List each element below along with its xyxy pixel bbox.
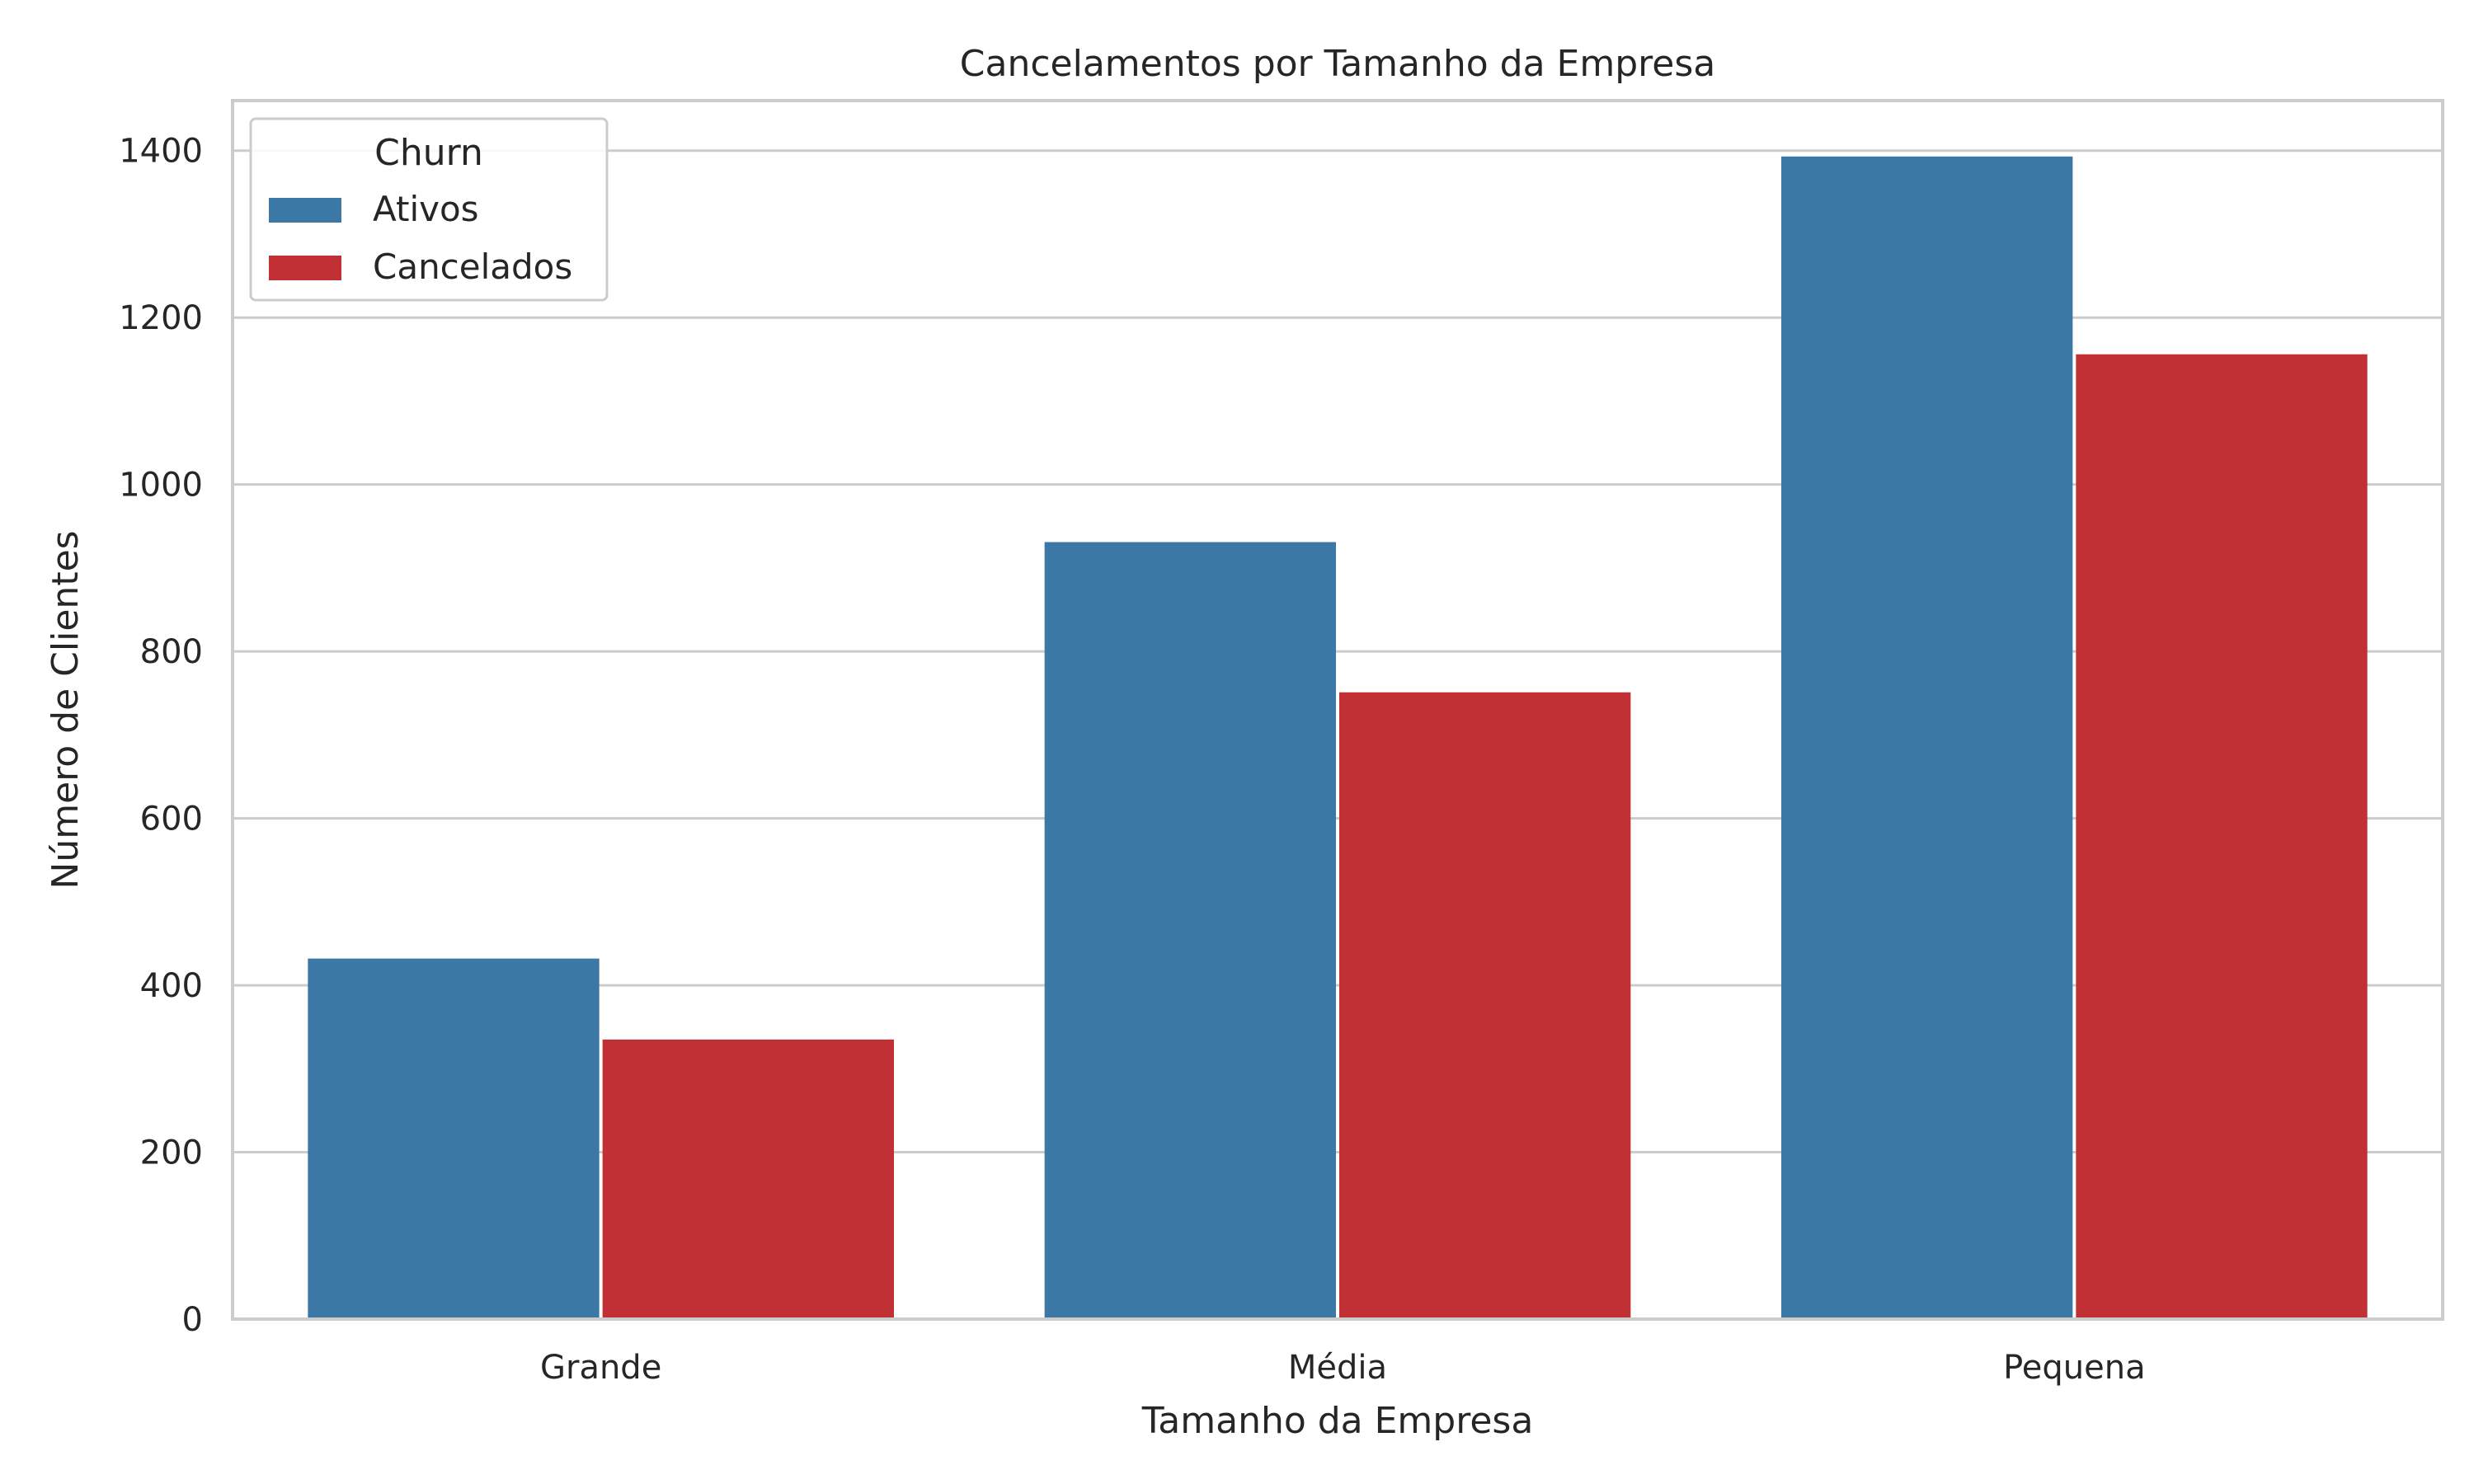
legend-box — [249, 117, 609, 302]
x-tick-label: Média — [1288, 1349, 1387, 1387]
bar-ativos-1 — [1044, 542, 1336, 1317]
y-tick-label: 400 — [140, 967, 203, 1005]
y-tick-label: 600 — [140, 801, 203, 838]
x-tick-label: Pequena — [2003, 1349, 2146, 1387]
y-tick-label: 1000 — [119, 467, 203, 505]
y-axis-label: Número de Clientes — [45, 530, 87, 889]
legend-swatch-ativos — [269, 198, 341, 223]
y-tick-labels: 0 200 400 600 800 1000 1200 1400 — [119, 133, 203, 1339]
x-tick-labels: Grande Média Pequena — [540, 1349, 2146, 1387]
x-axis-label: Tamanho da Empresa — [1141, 1400, 1534, 1442]
plot-frame — [231, 99, 2444, 1321]
y-tick-label: 1200 — [119, 299, 203, 337]
legend-label-cancelados: Cancelados — [373, 247, 572, 287]
bars — [308, 156, 2368, 1318]
legend-label-ativos: Ativos — [373, 189, 479, 229]
bar-cancelados-2 — [2076, 354, 2368, 1318]
y-tick-label: 0 — [182, 1301, 203, 1339]
bar-ativos-0 — [308, 958, 600, 1317]
bar-cancelados-1 — [1339, 692, 1631, 1317]
chart-title: Cancelamentos por Tamanho da Empresa — [960, 43, 1715, 85]
legend-title: Churn — [374, 132, 483, 174]
bar-cancelados-0 — [602, 1039, 894, 1317]
y-tick-label: 800 — [140, 633, 203, 671]
x-tick-label: Grande — [540, 1349, 661, 1387]
y-tick-label: 1400 — [119, 133, 203, 171]
legend-swatch-cancelados — [269, 256, 341, 280]
legend: Churn Ativos Cancelados — [249, 117, 609, 302]
y-tick-label: 200 — [140, 1134, 203, 1172]
bar-ativos-2 — [1781, 156, 2073, 1317]
